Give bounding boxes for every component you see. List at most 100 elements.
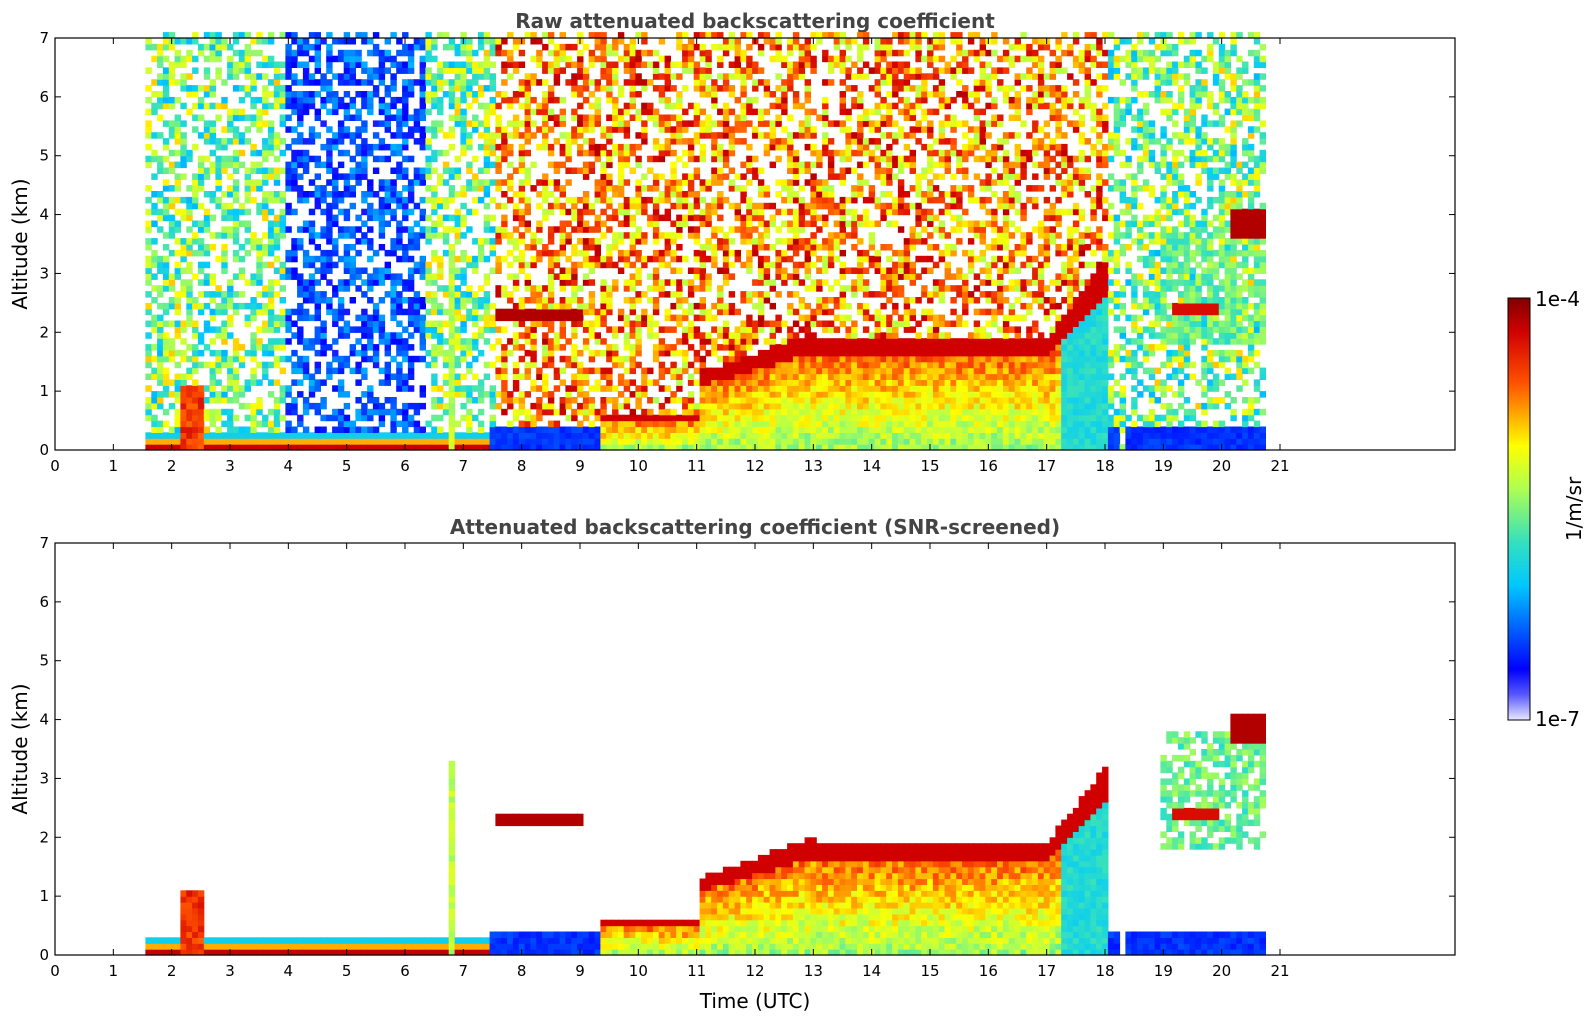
heatmap-cell — [209, 273, 216, 280]
heatmap-cell — [787, 67, 794, 74]
heatmap-cell — [816, 426, 823, 433]
heatmap-cell — [448, 349, 456, 357]
heatmap-cell — [553, 138, 561, 145]
heatmap-cell — [524, 179, 531, 186]
heatmap-cell — [524, 420, 531, 428]
heatmap-cell — [617, 161, 625, 169]
heatmap-cell — [728, 149, 736, 157]
heatmap-cell — [448, 332, 456, 339]
heatmap-cell — [822, 96, 829, 104]
heatmap-cell — [571, 279, 578, 286]
heatmap-cell — [297, 132, 304, 139]
heatmap-cell — [337, 379, 345, 386]
heatmap-cell — [798, 132, 806, 139]
heatmap-cell — [822, 220, 829, 227]
heatmap-cell — [787, 273, 794, 280]
heatmap-cell — [699, 385, 706, 392]
heatmap-cell — [180, 255, 187, 263]
heatmap-cell — [337, 355, 345, 363]
heatmap-cell — [816, 285, 823, 292]
heatmap-cell — [524, 432, 531, 439]
heatmap-cell — [332, 426, 339, 433]
heatmap-cell — [361, 444, 368, 451]
heatmap-cell — [577, 73, 584, 80]
heatmap-cell — [332, 314, 339, 322]
heatmap-cell — [168, 249, 176, 257]
heatmap-cell — [390, 214, 397, 222]
heatmap-cell — [250, 96, 257, 104]
heatmap-cell — [203, 249, 211, 257]
heatmap-cell — [699, 132, 706, 139]
heatmap-cell — [810, 285, 817, 292]
heatmap-cell — [822, 426, 829, 433]
heatmap-cell — [273, 79, 281, 86]
heatmap-cell — [740, 214, 747, 222]
heatmap-cell — [676, 120, 683, 127]
heatmap-cell — [168, 302, 176, 310]
heatmap-cell — [711, 397, 718, 404]
heatmap-cell — [501, 202, 508, 210]
heatmap-cell — [442, 132, 450, 139]
heatmap-cell — [431, 196, 438, 204]
heatmap-cell — [582, 220, 590, 227]
heatmap-cell — [157, 373, 164, 380]
heatmap-cell — [367, 344, 374, 351]
heatmap-cell — [787, 179, 794, 186]
heatmap-cell — [617, 167, 625, 174]
heatmap-cell — [612, 385, 619, 392]
heatmap-cell — [180, 155, 187, 163]
heatmap-cell — [151, 344, 158, 351]
heatmap-cell — [693, 355, 701, 363]
heatmap-cell — [647, 220, 654, 227]
heatmap-cell — [483, 102, 491, 110]
heatmap-cell — [652, 420, 660, 428]
heatmap-cell — [437, 196, 444, 204]
heatmap-cell — [314, 173, 321, 180]
heatmap-cell — [209, 432, 216, 439]
heatmap-cell — [384, 273, 391, 280]
heatmap-cell — [238, 96, 246, 104]
heatmap-cell — [518, 49, 526, 57]
heatmap-cell — [437, 273, 444, 280]
heatmap-cell — [577, 261, 584, 269]
heatmap-cell — [244, 185, 251, 192]
heatmap-cell — [221, 397, 228, 404]
heatmap-cell — [582, 85, 590, 92]
heatmap-cell — [693, 173, 701, 180]
heatmap-cell — [682, 444, 689, 451]
heatmap-cell — [419, 385, 426, 392]
heatmap-cell — [407, 255, 415, 263]
heatmap-cell — [355, 426, 362, 433]
heatmap-cell — [717, 61, 724, 68]
heatmap-cell — [582, 426, 590, 433]
heatmap-cell — [582, 120, 590, 127]
heatmap-cell — [262, 349, 269, 357]
heatmap-cell — [262, 143, 269, 151]
heatmap-cell — [676, 61, 683, 68]
heatmap-cell — [600, 432, 607, 439]
heatmap-cell — [448, 132, 456, 139]
heatmap-cell — [728, 308, 736, 316]
heatmap-cell — [676, 420, 683, 428]
heatmap-cell — [507, 49, 514, 57]
heatmap-cell — [588, 208, 596, 216]
heatmap-cell — [617, 220, 625, 227]
heatmap-cell — [652, 267, 660, 274]
heatmap-cell — [448, 385, 456, 392]
heatmap-cell — [629, 438, 636, 445]
heatmap-cell — [641, 314, 648, 322]
heatmap-cell — [250, 314, 257, 322]
heatmap-cell — [209, 420, 216, 428]
heatmap-cell — [192, 420, 199, 428]
heatmap-cell — [413, 38, 421, 45]
heatmap-cell — [361, 391, 368, 398]
heatmap-cell — [402, 373, 409, 380]
heatmap-cell — [472, 344, 479, 351]
heatmap-cell — [512, 244, 520, 251]
heatmap-cell — [518, 132, 526, 139]
heatmap-cell — [711, 202, 718, 210]
heatmap-cell — [699, 391, 706, 398]
heatmap-cell — [746, 338, 753, 345]
heatmap-cell — [816, 367, 823, 375]
heatmap-cell — [647, 285, 654, 292]
